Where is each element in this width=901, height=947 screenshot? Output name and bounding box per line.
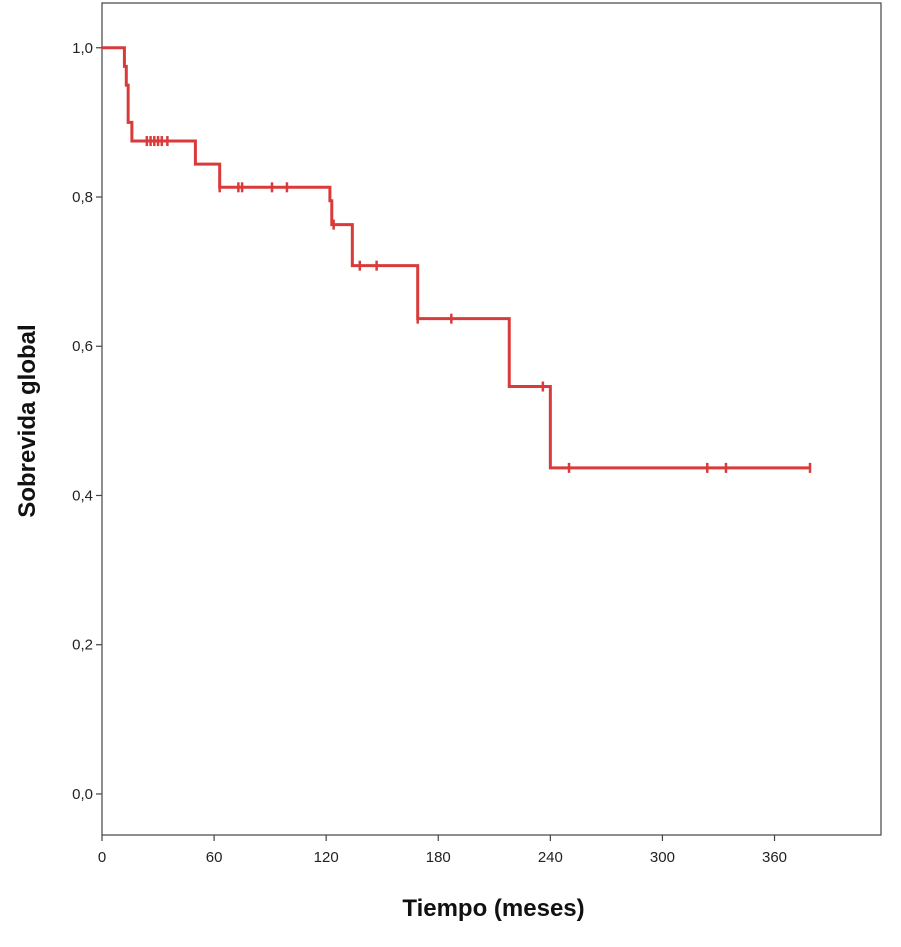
y-tick-label: 0,8 xyxy=(72,189,93,206)
x-tick-label: 300 xyxy=(650,849,675,866)
y-tick-label: 1,0 xyxy=(72,40,93,57)
y-tick-label: 0,2 xyxy=(72,637,93,654)
survival-curve-group xyxy=(102,46,811,470)
x-tick-label: 120 xyxy=(314,849,339,866)
y-axis-title: Sobrevida global xyxy=(14,324,41,517)
x-tick-label: 240 xyxy=(538,849,563,866)
y-tick-label: 0,0 xyxy=(72,786,93,803)
x-tick-label: 180 xyxy=(426,849,451,866)
survival-curve xyxy=(102,46,811,470)
x-tick-label: 60 xyxy=(206,849,223,866)
x-tick-label: 0 xyxy=(98,849,106,866)
censor-marks-group xyxy=(145,136,812,473)
x-tick-label: 360 xyxy=(762,849,787,866)
plot-frame xyxy=(101,2,882,836)
y-tick-label: 0,4 xyxy=(72,487,93,504)
axes: 0,0 0,2 0,4 0,6 0,8 1,0 0 60 120 180 240 300 360 xyxy=(72,40,787,866)
y-tick-label: 0,6 xyxy=(72,338,93,355)
x-axis-title: Tiempo (meses) xyxy=(402,895,584,922)
